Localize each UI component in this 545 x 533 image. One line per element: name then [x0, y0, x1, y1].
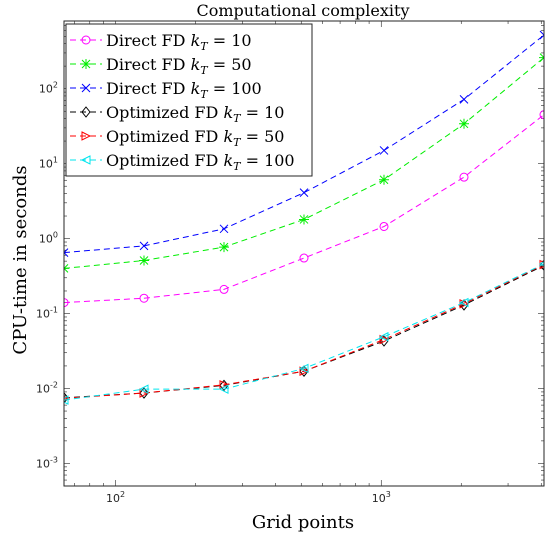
legend-label: Direct FD kT = 10 — [106, 31, 252, 53]
legend-box — [65, 23, 313, 177]
y-tick-label: 100 — [39, 231, 58, 246]
legend-label: Optimized FD kT = 10 — [106, 103, 284, 125]
data-point — [459, 118, 469, 129]
axes-box — [63, 20, 545, 487]
data-point — [379, 221, 389, 231]
data-point — [378, 331, 389, 342]
x-tick-label: 102 — [106, 490, 125, 505]
data-point — [139, 293, 149, 303]
data-point — [64, 298, 69, 308]
data-point — [299, 253, 309, 263]
y-tick-label: 10-2 — [36, 380, 58, 395]
data-point — [64, 395, 69, 405]
data-point — [139, 387, 149, 399]
legend-label: Optimized FD kT = 50 — [106, 127, 284, 149]
legend-marker — [81, 59, 91, 69]
y-tick-label: 102 — [39, 81, 58, 96]
data-point — [218, 384, 229, 394]
data-point — [459, 172, 469, 182]
legend-marker — [81, 106, 91, 118]
data-point — [539, 259, 544, 270]
legend-marker — [81, 131, 92, 141]
legend-marker — [80, 155, 91, 165]
data-point — [139, 241, 149, 251]
y-axis-label: CPU-time in seconds — [10, 165, 31, 354]
series-1 — [64, 110, 544, 308]
legend-label: Optimized FD kT = 100 — [106, 151, 295, 173]
legend-marker — [81, 83, 91, 93]
data-point — [539, 110, 544, 120]
data-point — [299, 214, 309, 225]
legend-marker — [81, 35, 91, 45]
data-point — [379, 174, 389, 185]
legend-label: Direct FD kT = 100 — [106, 79, 262, 101]
data-point — [539, 30, 544, 40]
series-5 — [64, 259, 544, 401]
data-point — [458, 297, 469, 308]
series-6 — [64, 261, 544, 405]
data-point — [64, 392, 69, 404]
data-point — [379, 146, 389, 155]
data-point — [139, 255, 149, 266]
legend-label: Direct FD kT = 50 — [106, 55, 252, 77]
x-tick-label: 103 — [372, 490, 391, 505]
data-point — [379, 334, 390, 345]
y-tick-label: 10-3 — [36, 455, 58, 470]
y-tick-label: 101 — [39, 156, 58, 171]
data-point — [64, 248, 69, 257]
series-3 — [64, 30, 544, 257]
data-point — [298, 363, 309, 374]
data-point — [299, 366, 310, 377]
data-point — [219, 284, 229, 294]
data-point — [459, 95, 469, 104]
series-line — [64, 114, 544, 304]
series-line — [64, 263, 544, 401]
data-point — [219, 242, 229, 253]
data-point — [219, 224, 229, 234]
series-2 — [64, 52, 544, 274]
chart-title: Computational complexity — [197, 1, 410, 20]
y-tick-label: 10-1 — [36, 306, 58, 321]
series-line — [64, 264, 544, 399]
data-point — [299, 188, 309, 198]
data-point — [138, 384, 149, 394]
x-axis-label: Grid points — [252, 512, 354, 533]
